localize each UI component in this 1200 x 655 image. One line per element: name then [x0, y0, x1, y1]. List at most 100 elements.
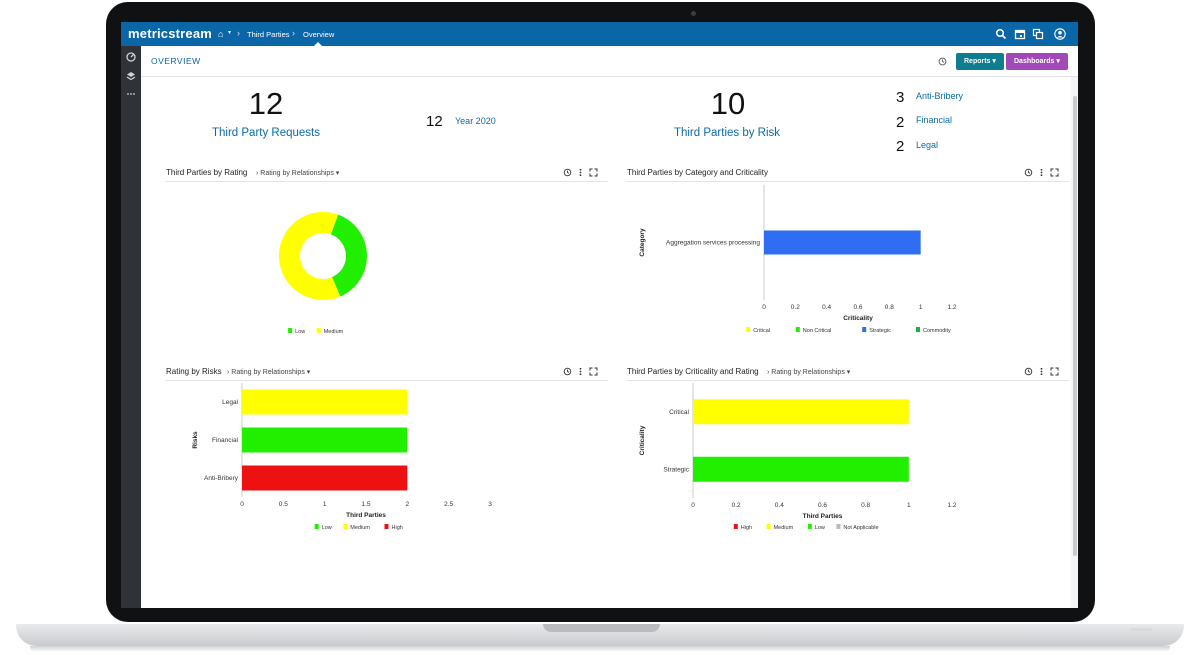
- user-avatar-icon[interactable]: [1054, 28, 1066, 40]
- kpi-by-risk-value: 10: [710, 86, 746, 121]
- legend-item: High: [392, 525, 403, 531]
- legend-flag-icon: [795, 327, 800, 332]
- home-icon[interactable]: ⌂: [218, 29, 224, 39]
- laptop-vent: [1130, 628, 1152, 631]
- dashboard-content: 12 Third Party Requests 12 Year 2020 10 …: [141, 77, 1071, 608]
- kpi-anti-bribery-label[interactable]: Anti-Bribery: [916, 91, 964, 101]
- bar: [764, 230, 921, 255]
- breadcrumb-separator-icon: ›: [237, 28, 240, 38]
- x-tick-label: 0.4: [775, 502, 784, 509]
- kpi-requests-label[interactable]: Third Party Requests: [211, 127, 320, 139]
- x-tick-label: 0.8: [861, 502, 870, 509]
- category-label: Strategic: [663, 466, 689, 473]
- history-icon[interactable]: [1024, 168, 1033, 177]
- more-options-icon[interactable]: [125, 88, 137, 100]
- breadcrumb-separator-icon: ›: [292, 28, 295, 38]
- x-tick-label: 0: [762, 304, 766, 311]
- panel-4-divider: [626, 380, 1069, 381]
- y-axis-label: Category: [639, 228, 646, 257]
- scrollbar[interactable]: [1073, 96, 1077, 556]
- app-logo[interactable]: metricstream: [128, 26, 213, 41]
- panel-1-subtitle-label: Rating by Relationships: [260, 170, 334, 177]
- x-tick-label: 1.2: [947, 502, 956, 509]
- reports-button[interactable]: Reports ▾: [956, 53, 1004, 70]
- kpi-legal-value: 2: [896, 138, 905, 155]
- bar: [242, 427, 408, 453]
- x-tick-label: 0.5: [279, 501, 288, 508]
- home-dropdown-caret[interactable]: ▾: [228, 30, 232, 36]
- calendar-icon[interactable]: [1014, 28, 1026, 40]
- x-tick-label: 0.6: [853, 304, 862, 311]
- panel-2-divider: [626, 181, 1069, 182]
- history-icon[interactable]: [1024, 367, 1033, 376]
- legend-flag-icon: [733, 524, 738, 529]
- legend-item: Medium: [350, 525, 370, 531]
- chart-rating-by-risks: 0 0.5 1 1.5 2 2.5 3 Third Parties Risks Legal Fina…: [192, 383, 492, 531]
- kpi-financial-label[interactable]: Financial: [916, 115, 953, 125]
- panel-3-title: Rating by Risks: [166, 367, 222, 376]
- panel-3-divider: [165, 380, 608, 381]
- legend-flag-icon: [862, 327, 867, 332]
- panel-4-subtitle-dropdown[interactable]: › Rating by Relationships ▾: [767, 368, 850, 376]
- legend-item: Low: [815, 525, 825, 531]
- panel-1-subtitle-dropdown[interactable]: › Rating by Relationships ▾: [256, 169, 339, 177]
- legend-item: Critical: [753, 328, 770, 334]
- search-icon[interactable]: [995, 28, 1007, 40]
- screen: metricstream ⌂ ▾ › Third Parties › Overv…: [121, 22, 1078, 608]
- bar: [242, 389, 408, 415]
- layers-icon[interactable]: [125, 70, 137, 82]
- more-vertical-icon[interactable]: [576, 367, 585, 376]
- legend-item: Low: [322, 525, 332, 531]
- more-vertical-icon[interactable]: [1037, 168, 1046, 177]
- x-axis-label: Third Parties: [346, 512, 386, 519]
- kpi-legal-label[interactable]: Legal: [916, 140, 939, 150]
- kpi-year-label[interactable]: Year 2020: [455, 116, 496, 126]
- legend-flag-icon: [746, 327, 751, 332]
- chevron-right-icon: ›: [767, 369, 772, 376]
- laptop-shadow: [30, 646, 1170, 652]
- dashboard-gauge-icon[interactable]: [125, 51, 137, 63]
- top-nav-bar: metricstream ⌂ ▾ › Third Parties › Overv…: [121, 22, 1078, 46]
- caret-down-icon: ▾: [844, 369, 851, 376]
- more-vertical-icon[interactable]: [576, 168, 585, 177]
- breadcrumb-third-parties[interactable]: Third Parties: [247, 30, 290, 39]
- breadcrumb-overview[interactable]: Overview: [303, 30, 335, 39]
- history-icon[interactable]: [563, 168, 572, 177]
- kpi-financial-value: 2: [896, 114, 905, 131]
- x-tick-label: 2: [406, 501, 410, 508]
- x-tick-label: 1.5: [361, 501, 370, 508]
- legend-item: Strategic: [869, 328, 891, 334]
- panel-3-subtitle-label: Rating by Relationships: [231, 369, 305, 376]
- kpi-by-risk-label[interactable]: Third Parties by Risk: [673, 127, 781, 139]
- bar: [693, 456, 909, 482]
- dashboards-caret-icon: ▾: [1056, 58, 1060, 65]
- legend-flag-icon: [916, 327, 920, 332]
- panel-4-title: Third Parties by Criticality and Rating: [627, 367, 759, 376]
- legend-flag-icon: [807, 524, 812, 529]
- panel-4-subtitle-label: Rating by Relationships: [771, 369, 845, 376]
- x-tick-label: 1: [323, 501, 327, 508]
- y-axis-label: Criticality: [639, 425, 646, 455]
- legend-flag-icon: [343, 524, 348, 529]
- category-label: Critical: [669, 409, 689, 416]
- expand-icon[interactable]: [1050, 168, 1059, 177]
- category-label: Aggregation services processing: [666, 240, 760, 247]
- expand-icon[interactable]: [1050, 367, 1059, 376]
- chart-third-parties-by-criticality: 0 0.2 0.4 0.6 0.8 1 1.2 Third Parties Criticalit…: [639, 383, 957, 531]
- panel-3-subtitle-dropdown[interactable]: › Rating by Relationships ▾: [227, 368, 310, 376]
- x-tick-label: 1.2: [947, 304, 956, 311]
- tasks-icon[interactable]: [1032, 28, 1044, 40]
- more-vertical-icon[interactable]: [1037, 367, 1046, 376]
- kpi-requests-value: 12: [248, 86, 284, 121]
- history-icon[interactable]: [563, 367, 572, 376]
- x-tick-label: 0: [240, 501, 244, 508]
- x-tick-label: 3: [488, 501, 492, 508]
- legend-item: Not Applicable: [843, 525, 878, 531]
- chart-third-parties-by-rating: Low Medium: [279, 212, 368, 335]
- x-tick-label: 0.4: [822, 304, 831, 311]
- expand-icon[interactable]: [589, 168, 598, 177]
- x-axis-label: Criticality: [843, 315, 873, 322]
- expand-icon[interactable]: [589, 367, 598, 376]
- dashboards-button[interactable]: Dashboards ▾: [1006, 53, 1068, 70]
- history-icon[interactable]: [938, 57, 947, 66]
